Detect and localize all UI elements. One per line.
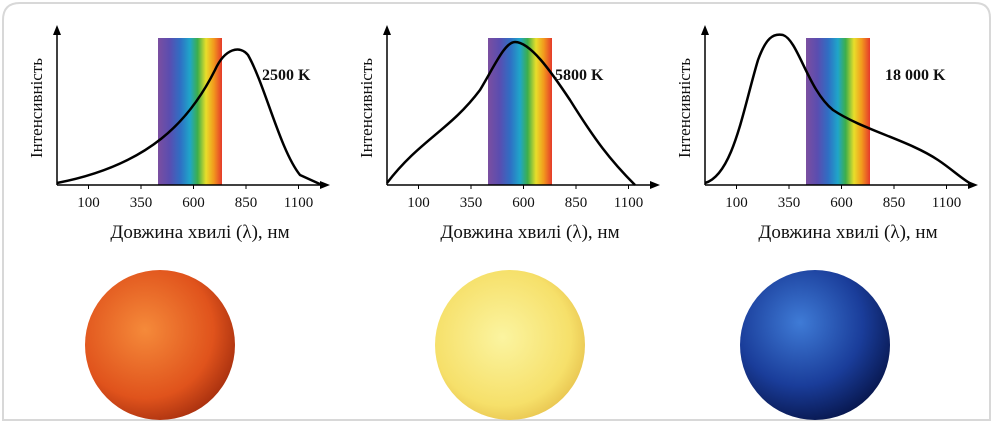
y-axis-label: Інтенсивність — [27, 58, 46, 158]
x-tick-label: 1100 — [932, 195, 961, 211]
x-axis-arrow — [320, 181, 330, 189]
x-tick-label: 600 — [512, 195, 535, 211]
y-axis-arrow — [701, 25, 709, 35]
x-tick-label: 350 — [460, 195, 483, 211]
x-tick-label: 100 — [725, 195, 748, 211]
temperature-label: 2500 K — [262, 67, 311, 84]
spectrum-curve — [56, 48, 323, 187]
y-axis-label: Інтенсивність — [675, 58, 694, 158]
star-image — [85, 270, 235, 420]
chart-panel: 100 350 600 850 1100 Довжина хвилі (λ), нм Інт… — [357, 25, 660, 420]
visible-spectrum — [806, 38, 870, 185]
x-tick-label: 600 — [830, 195, 853, 211]
x-tick-label: 600 — [182, 195, 205, 211]
y-axis-arrow — [383, 25, 391, 35]
x-axis-label: Довжина хвилі (λ), нм — [110, 222, 289, 243]
x-tick-label: 350 — [778, 195, 801, 211]
y-axis-label: Інтенсивність — [357, 58, 376, 158]
x-axis-label: Довжина хвилі (λ), нм — [758, 222, 937, 243]
x-tick-label: 100 — [77, 195, 100, 211]
x-tick-label: 850 — [565, 195, 588, 211]
temperature-label: 18 000 K — [885, 67, 946, 84]
temperature-label: 5800 K — [555, 67, 604, 84]
chart-panel: 100 350 600 850 1100 Довжина хвилі (λ), нм Інт… — [27, 25, 330, 420]
spectrum-curve — [386, 40, 636, 186]
frame — [2, 2, 991, 421]
chart-panel: 100 350 600 850 1100 Довжина хвилі (λ), нм Інт… — [675, 25, 978, 420]
x-tick-label: 100 — [407, 195, 430, 211]
star-image — [740, 270, 890, 420]
star-image — [435, 270, 585, 420]
x-axis-label: Довжина хвилі (λ), нм — [440, 222, 619, 243]
x-tick-label: 350 — [130, 195, 153, 211]
x-axis-arrow — [650, 181, 660, 189]
x-tick-label: 1100 — [284, 195, 313, 211]
x-tick-label: 850 — [235, 195, 258, 211]
x-tick-label: 850 — [883, 195, 906, 211]
y-axis-arrow — [53, 25, 61, 35]
spectrum-curve — [704, 33, 974, 187]
x-tick-label: 1100 — [614, 195, 643, 211]
